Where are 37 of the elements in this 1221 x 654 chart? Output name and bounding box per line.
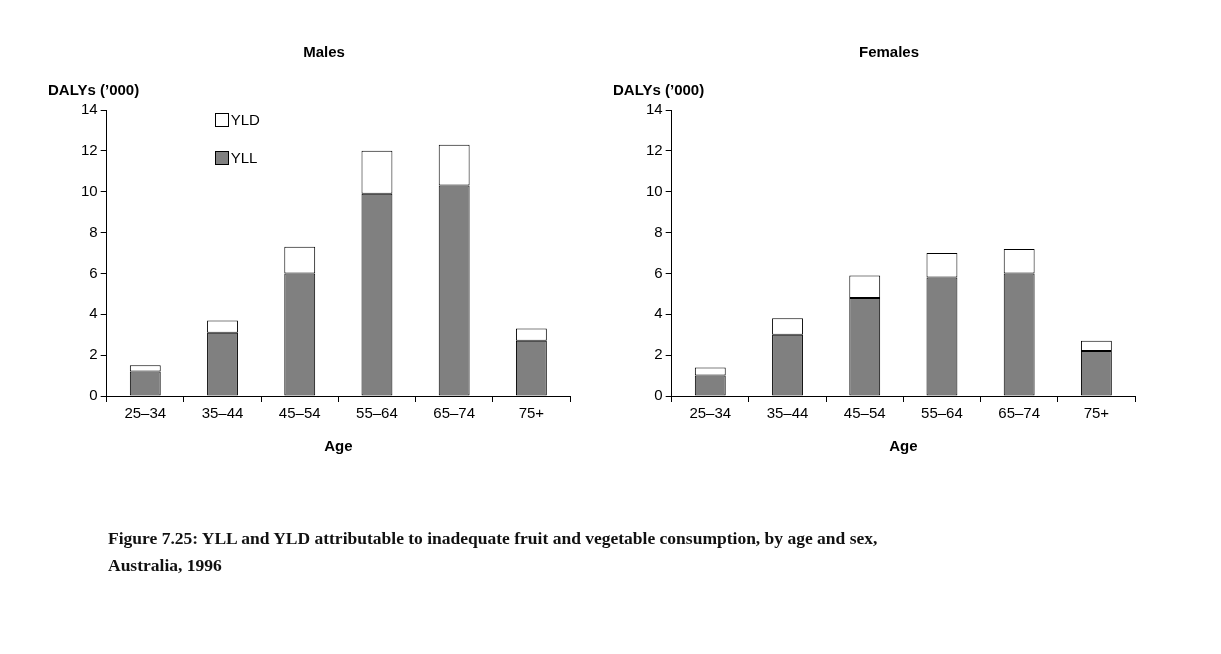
x-axis-title: Age [889,437,918,455]
y-tick-label: 8 [89,222,98,240]
y-tick-label: 12 [81,141,98,158]
x-tick-label: 75+ [518,404,545,422]
x-tick-label: 45–54 [278,404,321,422]
x-tick-label: 55–64 [921,404,963,422]
x-tick-label: 65–74 [998,404,1041,422]
x-tick-label: 35–44 [201,404,244,422]
y-tick-label: 0 [89,386,98,404]
y-tick-label: 2 [89,345,98,363]
y-tick-label: 4 [654,304,663,322]
y-tick-label: 2 [654,345,663,363]
chart-title: Males [303,43,345,61]
y-tick-label: 14 [646,100,663,118]
legend-label: YLD [230,111,261,129]
y-tick-label: 8 [654,222,663,240]
legend-label: YLL [230,149,258,167]
y-tick-label: 10 [81,181,98,199]
x-tick-label: 25–34 [689,404,732,422]
x-tick-label: 65–74 [433,404,476,422]
x-tick-label: 75+ [1083,404,1110,422]
x-axis-title: Age [324,437,353,455]
x-tick-label: 35–44 [766,404,809,422]
x-tick-label: 45–54 [843,404,886,422]
y-axis-title: DALYs (’000) [613,80,705,98]
y-tick-label: 0 [654,386,663,404]
y-tick-label: 4 [89,304,98,322]
x-tick-label: 25–34 [124,404,167,422]
y-tick-label: 10 [646,181,663,199]
y-axis-title: DALYs (’000) [48,80,140,98]
y-tick-label: 12 [646,141,663,158]
x-tick-label: 55–64 [356,404,398,422]
caption: Figure 7.25: YLL and YLD attributable to inadequate fruit and vegetable consumption, by age and sex, Australia, 1996 [108,527,879,577]
y-tick-label: 6 [89,263,98,281]
y-tick-label: 6 [654,263,663,281]
chart-title: Females [858,43,920,61]
y-tick-label: 14 [81,100,98,118]
